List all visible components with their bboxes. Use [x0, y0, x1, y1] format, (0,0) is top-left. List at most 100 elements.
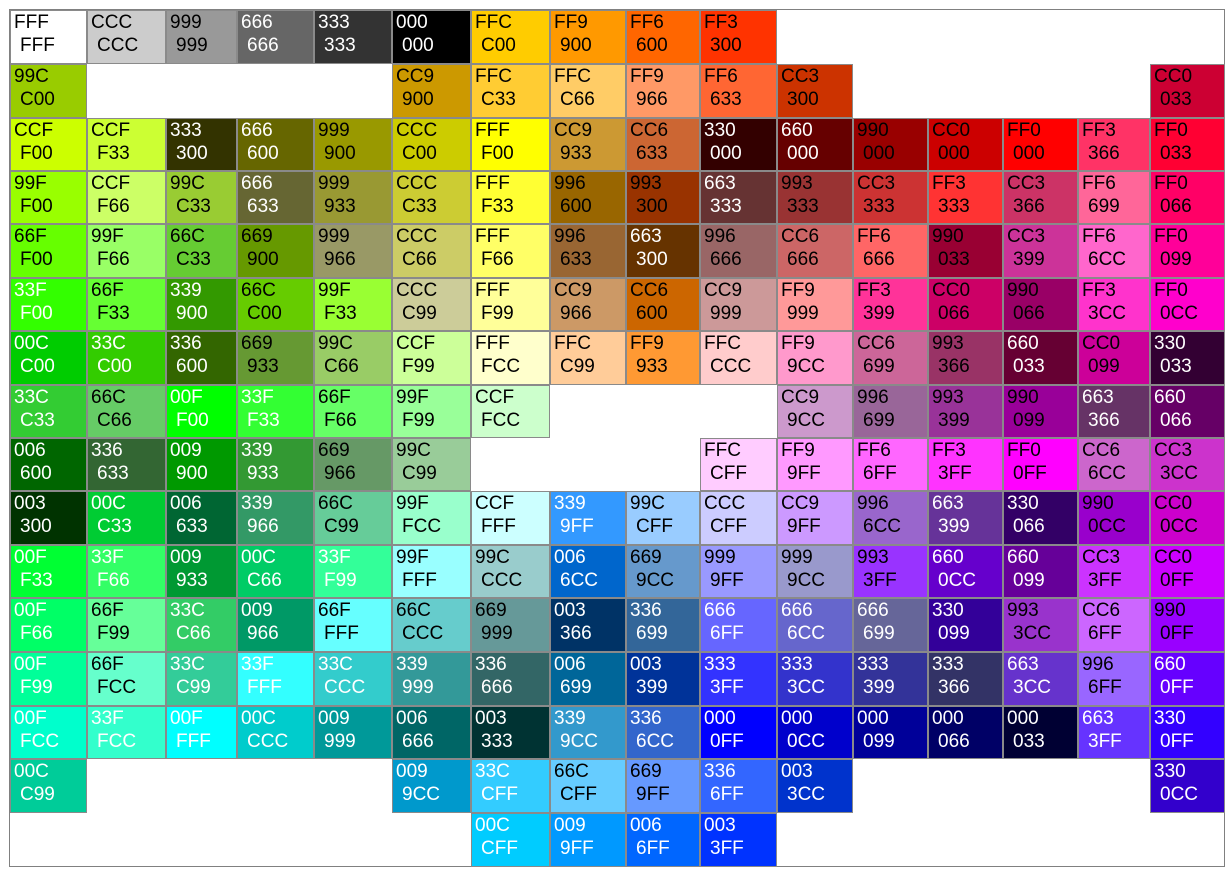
hex-code-part2: 3FF	[1088, 570, 1122, 591]
color-swatch: 009 9CC	[392, 759, 471, 813]
hex-code-part1: 33F	[91, 547, 124, 568]
hex-code-part1: 669	[241, 333, 273, 354]
hex-code-part2: 966	[247, 516, 279, 537]
hex-code-part1: CC0	[932, 280, 971, 301]
color-swatch: 669 9CC	[626, 545, 700, 598]
color-swatch: 00C C33	[87, 491, 166, 545]
color-swatch: 99C C66	[314, 331, 392, 385]
hex-code-part2: 399	[1013, 249, 1045, 270]
hex-code-part1: CC3	[1154, 440, 1193, 461]
hex-code-part2: 0FF	[710, 731, 744, 752]
hex-code-part1: 00F	[14, 708, 47, 729]
color-swatch: 339 933	[237, 438, 314, 491]
color-swatch: 99C C33	[166, 171, 237, 224]
color-swatch: 666 666	[237, 10, 314, 64]
hex-code-part1: 993	[1007, 600, 1039, 621]
hex-code-part1: 006	[14, 440, 46, 461]
color-swatch: 99C C00	[10, 64, 87, 118]
hex-code-part2: 666	[710, 249, 742, 270]
hex-code-part2: C99	[402, 303, 437, 324]
hex-code-part2: F99	[97, 623, 130, 644]
hex-code-part2: C66	[560, 89, 595, 110]
hex-code-part1: 33C	[318, 654, 353, 675]
color-swatch: 000 0CC	[777, 706, 853, 759]
hex-code-part2: 333	[324, 35, 356, 56]
color-swatch: 006 6CC	[550, 545, 626, 598]
hex-code-part1: CC9	[396, 66, 435, 87]
hex-code-part1: 999	[318, 120, 350, 141]
color-swatch: CC6 6FF	[1078, 598, 1150, 652]
color-swatch: 99F F33	[314, 278, 392, 331]
hex-code-part1: 669	[318, 440, 350, 461]
hex-code-part2: F66	[20, 623, 53, 644]
hex-code-part1: 003	[554, 600, 586, 621]
hex-code-part1: 333	[318, 12, 350, 33]
hex-code-part2: FFF	[176, 731, 211, 752]
hex-code-part2: FFF	[247, 677, 282, 698]
color-swatch: 999 9CC	[777, 545, 853, 598]
hex-code-part2: 633	[710, 89, 742, 110]
hex-code-part1: CC6	[781, 226, 820, 247]
hex-code-part1: FF9	[781, 280, 815, 301]
color-swatch: CCF F33	[87, 118, 166, 171]
hex-code-part1: FFF	[475, 333, 510, 354]
hex-code-part1: FFF	[475, 280, 510, 301]
hex-code-part1: CC6	[630, 280, 669, 301]
hex-code-part1: FF3	[857, 280, 891, 301]
hex-code-part2: 933	[247, 356, 279, 377]
color-swatch: 66C CFF	[550, 759, 626, 813]
hex-code-part1: FF6	[857, 226, 891, 247]
hex-code-part2: CFF	[636, 516, 673, 537]
hex-code-part2: FFF	[20, 35, 55, 56]
color-swatch: CC9 900	[392, 64, 471, 118]
hex-code-part1: 99F	[318, 280, 351, 301]
hex-code-part2: 3FF	[863, 570, 897, 591]
hex-code-part1: 336	[91, 440, 123, 461]
hex-code-part1: FF9	[554, 12, 588, 33]
color-swatch: 669 900	[237, 224, 314, 278]
hex-code-part1: 33F	[241, 387, 274, 408]
color-swatch: FF6 666	[853, 224, 928, 278]
hex-code-part1: FF6	[630, 12, 664, 33]
hex-code-part2: 3FF	[938, 463, 972, 484]
color-swatch: 003 3FF	[700, 813, 777, 867]
hex-code-part2: 0CC	[787, 731, 826, 752]
hex-code-part2: 000	[710, 143, 742, 164]
hex-code-part2: 633	[636, 143, 668, 164]
hex-code-part1: CC3	[857, 173, 896, 194]
hex-code-part1: 993	[932, 333, 964, 354]
color-swatch: 99C CFF	[626, 491, 700, 545]
hex-code-part1: 00F	[14, 600, 47, 621]
hex-code-part1: 333	[781, 654, 813, 675]
hex-code-part1: CC0	[1154, 493, 1193, 514]
color-swatch: 996 6CC	[853, 491, 928, 545]
hex-code-part2: 333	[787, 196, 819, 217]
hex-code-part2: 6FF	[1088, 677, 1122, 698]
hex-code-part2: 300	[176, 143, 208, 164]
hex-code-part1: CC3	[1082, 547, 1121, 568]
hex-code-part2: 6CC	[636, 731, 675, 752]
hex-code-part1: CC0	[932, 120, 971, 141]
color-swatch: 330 0CC	[1150, 759, 1225, 813]
color-swatch: 00F F33	[10, 545, 87, 598]
hex-code-part2: C99	[20, 784, 55, 805]
hex-code-part1: 99F	[91, 226, 124, 247]
hex-code-part2: 066	[1013, 303, 1045, 324]
color-swatch: 003 300	[10, 491, 87, 545]
hex-code-part1: 339	[554, 493, 586, 514]
hex-code-part2: 399	[863, 677, 895, 698]
hex-code-part2: 3FF	[710, 838, 744, 859]
hex-code-part2: C33	[97, 516, 132, 537]
hex-code-part2: 666	[402, 731, 434, 752]
hex-code-part1: FF0	[1154, 120, 1188, 141]
color-swatch: 000 0FF	[700, 706, 777, 759]
hex-code-part1: 996	[1082, 654, 1114, 675]
hex-code-part1: CCC	[704, 493, 746, 514]
hex-code-part1: 66C	[554, 761, 589, 782]
hex-code-part2: 6CC	[1088, 249, 1127, 270]
hex-code-part2: F00	[20, 196, 53, 217]
hex-code-part2: 6FF	[710, 784, 744, 805]
color-swatch: FF9 933	[626, 331, 700, 385]
hex-code-part2: 3FF	[1088, 731, 1122, 752]
hex-code-part1: 996	[554, 226, 586, 247]
